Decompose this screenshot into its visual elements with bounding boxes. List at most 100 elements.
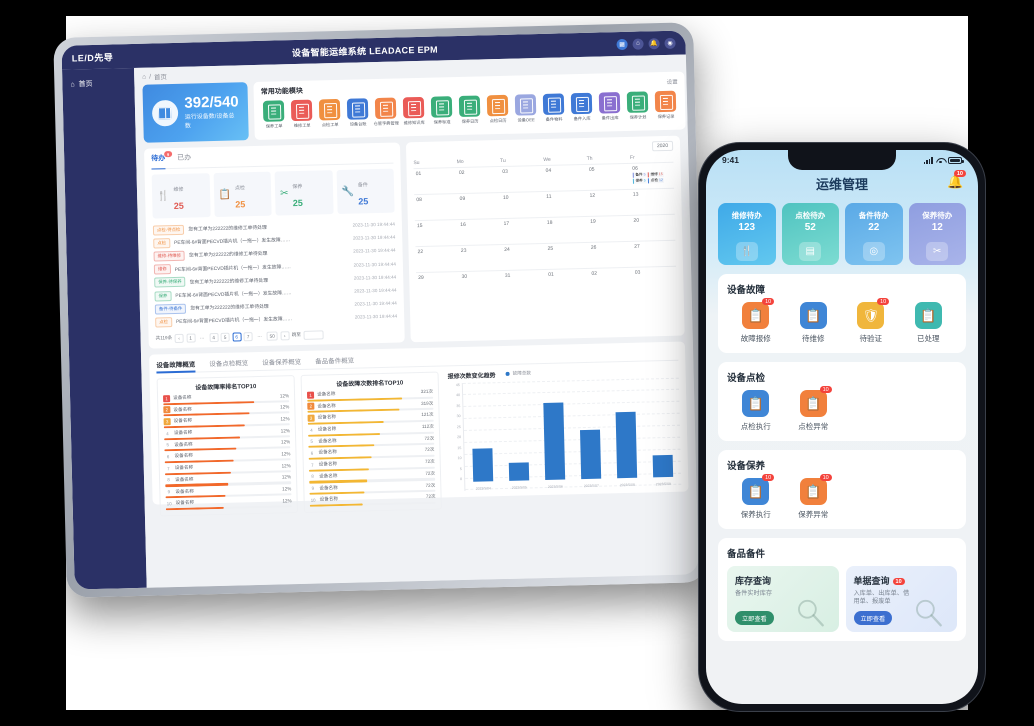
function-item[interactable]: 备件出库 xyxy=(597,92,623,121)
calendar-year-select[interactable]: 2020 xyxy=(651,140,674,152)
function-item[interactable]: 保养日历 xyxy=(457,95,483,124)
todo-tab[interactable]: 已办 xyxy=(177,154,192,162)
pagination-prev[interactable]: ‹ xyxy=(174,333,184,343)
function-item[interactable]: 保养工单 xyxy=(261,100,287,129)
calendar-day-cell[interactable]: 08 xyxy=(414,194,458,220)
calendar-day-cell[interactable]: 02 xyxy=(589,268,633,294)
phone-todo-card[interactable]: 备件待办 22 ◎ xyxy=(845,203,903,265)
calendar-day-cell[interactable]: 03 xyxy=(633,267,677,293)
calendar-day-cell[interactable]: 04 xyxy=(544,165,588,191)
todo-tab[interactable]: 待办 9 xyxy=(151,151,173,165)
todo-stat[interactable]: 📋 点检 25 xyxy=(213,171,272,218)
pagination-page[interactable]: 4 xyxy=(209,332,219,342)
function-settings-link[interactable]: 设置 xyxy=(666,79,678,86)
notification-bell-icon[interactable]: 🔔 xyxy=(947,174,964,189)
phone-todo-card[interactable]: 点检待办 52 ▤ xyxy=(781,203,839,265)
section-item[interactable]: 📋 10 保养执行 xyxy=(727,474,785,520)
pagination-page[interactable]: 5 xyxy=(220,332,230,342)
calendar-day-cell[interactable]: 26 xyxy=(589,242,633,268)
calendar-day-cell[interactable]: 13 xyxy=(631,189,675,215)
calendar-day-cell[interactable]: 02 xyxy=(457,167,501,193)
calendar-tag[interactable]: 点检 12 xyxy=(647,178,664,184)
calendar-day-cell[interactable]: 11 xyxy=(544,191,588,217)
chart-tab[interactable]: 设备点检概览 xyxy=(209,359,249,368)
trend-legend[interactable]: 故障总数 xyxy=(505,370,532,377)
function-item[interactable]: 备件物料 xyxy=(541,93,567,122)
function-item[interactable]: 保养记录 xyxy=(653,90,679,120)
chart-tab[interactable]: 设备故障概览 xyxy=(156,358,195,369)
grid-icon[interactable]: ▦ xyxy=(616,38,628,50)
bar-column[interactable] xyxy=(615,378,637,478)
calendar-day-cell[interactable]: 30 xyxy=(459,271,503,297)
spare-card[interactable]: 单据查询 10 入库单、出库单、借用单、报废单 立即查看 xyxy=(845,566,957,632)
calendar-day-cell[interactable]: 09 xyxy=(458,193,502,219)
function-item[interactable]: 备件入库 xyxy=(569,92,595,122)
calendar-day-cell[interactable]: 03 xyxy=(500,166,544,192)
section-item[interactable]: 📋 待维修 xyxy=(785,302,843,344)
pagination-page[interactable]: 1 xyxy=(186,333,196,343)
spare-card-button[interactable]: 立即查看 xyxy=(853,611,893,625)
pagination-page[interactable]: 7 xyxy=(243,331,253,341)
phone-todo-card[interactable]: 保养待办 12 ✂ xyxy=(908,203,966,265)
calendar-day-cell[interactable]: 12 xyxy=(587,190,631,216)
phone-todo-card[interactable]: 维修待办 123 🍴 xyxy=(718,203,776,265)
calendar-day-cell[interactable]: 31 xyxy=(503,270,547,296)
function-item[interactable]: 点检日历 xyxy=(485,94,511,124)
bell-icon[interactable]: 🔔 xyxy=(648,37,660,49)
function-item[interactable]: 维修知识库 xyxy=(401,96,427,126)
section-item[interactable]: 📋 已处理 xyxy=(900,302,958,344)
calendar-day-cell[interactable]: 19 xyxy=(588,216,632,242)
function-item[interactable]: 仓管字典管理 xyxy=(373,97,399,126)
function-item[interactable]: 保养计划 xyxy=(625,91,651,120)
pagination-page[interactable]: 6 xyxy=(232,331,242,342)
calendar-day-cell[interactable]: 06 备件 5 维修 15 保养 5 点检 12 xyxy=(630,163,674,189)
calendar-day-cell[interactable]: 10 xyxy=(501,192,545,218)
function-item[interactable]: 保养标准 xyxy=(429,96,455,125)
function-item[interactable]: 设备台账 xyxy=(345,98,371,127)
calendar-day-cell[interactable]: 15 xyxy=(415,220,459,246)
calendar-day-cell[interactable]: 29 xyxy=(416,272,460,298)
bar-column[interactable] xyxy=(543,380,565,480)
calendar-tag[interactable]: 备件 5 xyxy=(632,172,647,178)
todo-stat[interactable]: ✂ 保养 25 xyxy=(274,170,334,216)
section-item[interactable]: 📋 10 点检异常 xyxy=(785,386,843,432)
calendar-day-cell[interactable]: 16 xyxy=(458,219,502,245)
bar-column[interactable] xyxy=(507,381,529,481)
calendar-day-cell[interactable]: 18 xyxy=(545,217,589,243)
calendar-day-cell[interactable]: 23 xyxy=(459,245,503,271)
calendar-day-cell[interactable]: 24 xyxy=(502,244,546,270)
calendar-day-cell[interactable]: 05 xyxy=(587,164,631,190)
home-icon[interactable]: ⌂ xyxy=(632,37,644,50)
spare-card[interactable]: 库存查询 备件实时库存 立即查看 xyxy=(727,566,839,632)
bar-column[interactable] xyxy=(579,379,601,479)
function-item[interactable]: 设备OEE xyxy=(513,94,539,123)
pagination-jump-input[interactable] xyxy=(303,329,324,340)
sidebar-item-home[interactable]: ⌂ 首页 xyxy=(62,74,134,94)
calendar-day-cell[interactable]: 22 xyxy=(415,246,459,272)
section-item[interactable]: 📋 点检执行 xyxy=(727,390,785,432)
pagination-page[interactable]: 50 xyxy=(266,331,278,341)
calendar-day-cell[interactable]: 01 xyxy=(414,168,458,194)
calendar-day-cell[interactable]: 17 xyxy=(501,218,545,244)
function-item[interactable]: 维修工单 xyxy=(289,99,315,129)
todo-stat[interactable]: 🍴 维修 25 xyxy=(151,173,211,219)
calendar-day-cell[interactable]: 20 xyxy=(631,215,675,241)
calendar-day-cell[interactable]: 01 xyxy=(546,269,590,295)
section-item[interactable]: 📋 10 保养异常 xyxy=(785,474,843,520)
calendar-tag[interactable]: 维修 15 xyxy=(647,172,664,178)
function-item[interactable]: 点检工单 xyxy=(317,98,343,128)
calendar-tag[interactable]: 保养 5 xyxy=(632,178,647,184)
bar-column[interactable] xyxy=(651,377,673,477)
chart-tab[interactable]: 设备保养概览 xyxy=(262,358,302,367)
section-item[interactable]: 📋 10 故障报修 xyxy=(727,298,785,344)
bar-column[interactable] xyxy=(471,382,493,482)
breadcrumb-home-icon: ⌂ xyxy=(142,73,147,81)
section-item[interactable]: 🛡 10 待验证 xyxy=(842,298,900,344)
spare-card-button[interactable]: 立即查看 xyxy=(735,611,774,625)
user-avatar[interactable]: ◉ xyxy=(664,37,676,49)
calendar-day-cell[interactable]: 25 xyxy=(545,243,589,269)
chart-tab[interactable]: 备品备件概览 xyxy=(315,357,355,366)
pagination-next[interactable]: › xyxy=(280,330,290,340)
todo-stat[interactable]: 🔧 备件 25 xyxy=(336,168,395,215)
calendar-day-cell[interactable]: 27 xyxy=(632,241,676,267)
